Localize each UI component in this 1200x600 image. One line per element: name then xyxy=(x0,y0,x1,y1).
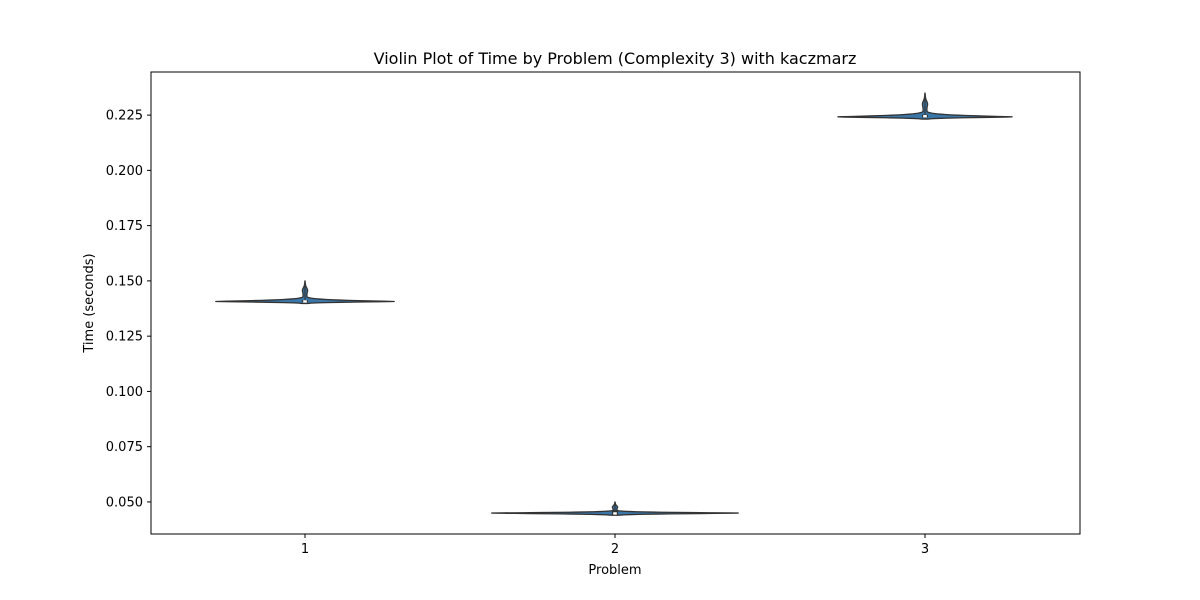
y-axis: 0.050 0.075 0.100 0.125 0.150 0.175 0.200 0.225 xyxy=(106,109,151,510)
y-tick-label: 0.150 xyxy=(106,274,143,289)
y-axis-label: Time (seconds) xyxy=(82,253,97,353)
y-tick-label: 0.075 xyxy=(106,440,143,455)
x-axis-label: Problem xyxy=(588,563,641,578)
y-tick-label: 0.050 xyxy=(106,495,143,510)
x-axis: 1 2 3 xyxy=(301,534,929,557)
violin-2 xyxy=(491,501,739,516)
y-tick-label: 0.200 xyxy=(106,164,143,179)
y-tick-label: 0.100 xyxy=(106,385,143,400)
violin-3 xyxy=(837,92,1013,120)
y-tick-label: 0.175 xyxy=(106,219,143,234)
violins-layer xyxy=(215,92,1013,516)
chart-title: Violin Plot of Time by Problem (Complexi… xyxy=(374,49,857,68)
violin-median xyxy=(923,115,927,118)
x-tick-label: 3 xyxy=(921,542,929,557)
x-tick-label: 1 xyxy=(301,542,309,557)
y-tick-label: 0.225 xyxy=(106,109,143,124)
y-tick-label: 0.125 xyxy=(106,330,143,345)
violin-median xyxy=(303,300,307,303)
violin-median xyxy=(613,512,617,515)
x-tick-label: 2 xyxy=(611,542,619,557)
violin-1 xyxy=(215,280,395,305)
